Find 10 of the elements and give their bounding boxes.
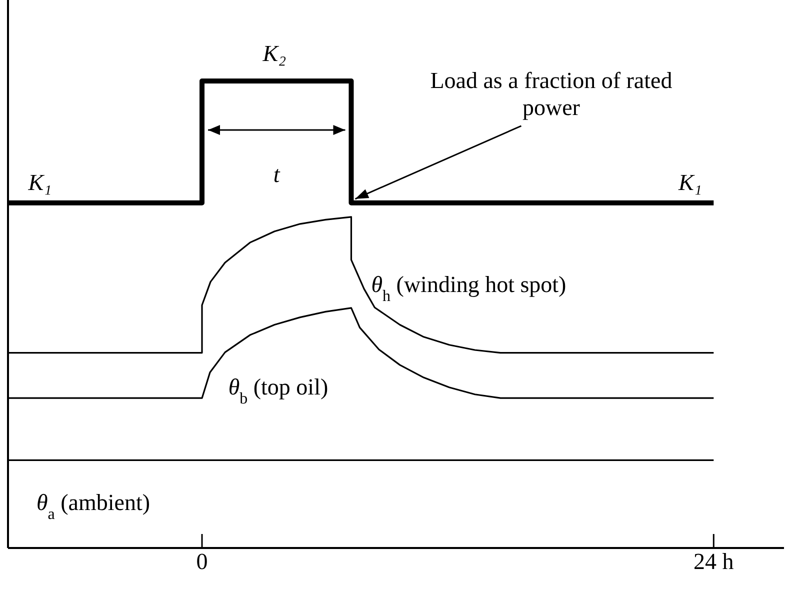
annotation: θ$_{h}$ (winding hot spot) xyxy=(371,272,566,304)
x-tick-label: 24 h xyxy=(694,549,734,574)
annotation: t xyxy=(273,162,280,187)
annotation: Load as a fraction of rated power xyxy=(430,68,673,120)
annotation: θ$_{a}$ (ambient) xyxy=(36,490,150,523)
annotation: K₂ xyxy=(262,41,286,66)
annotation: θ$_{b}$ (top oil) xyxy=(228,374,328,407)
x-tick-label: 0 xyxy=(196,549,208,574)
annotation: K₁ xyxy=(27,170,52,195)
annotation: K₁ xyxy=(678,170,702,195)
